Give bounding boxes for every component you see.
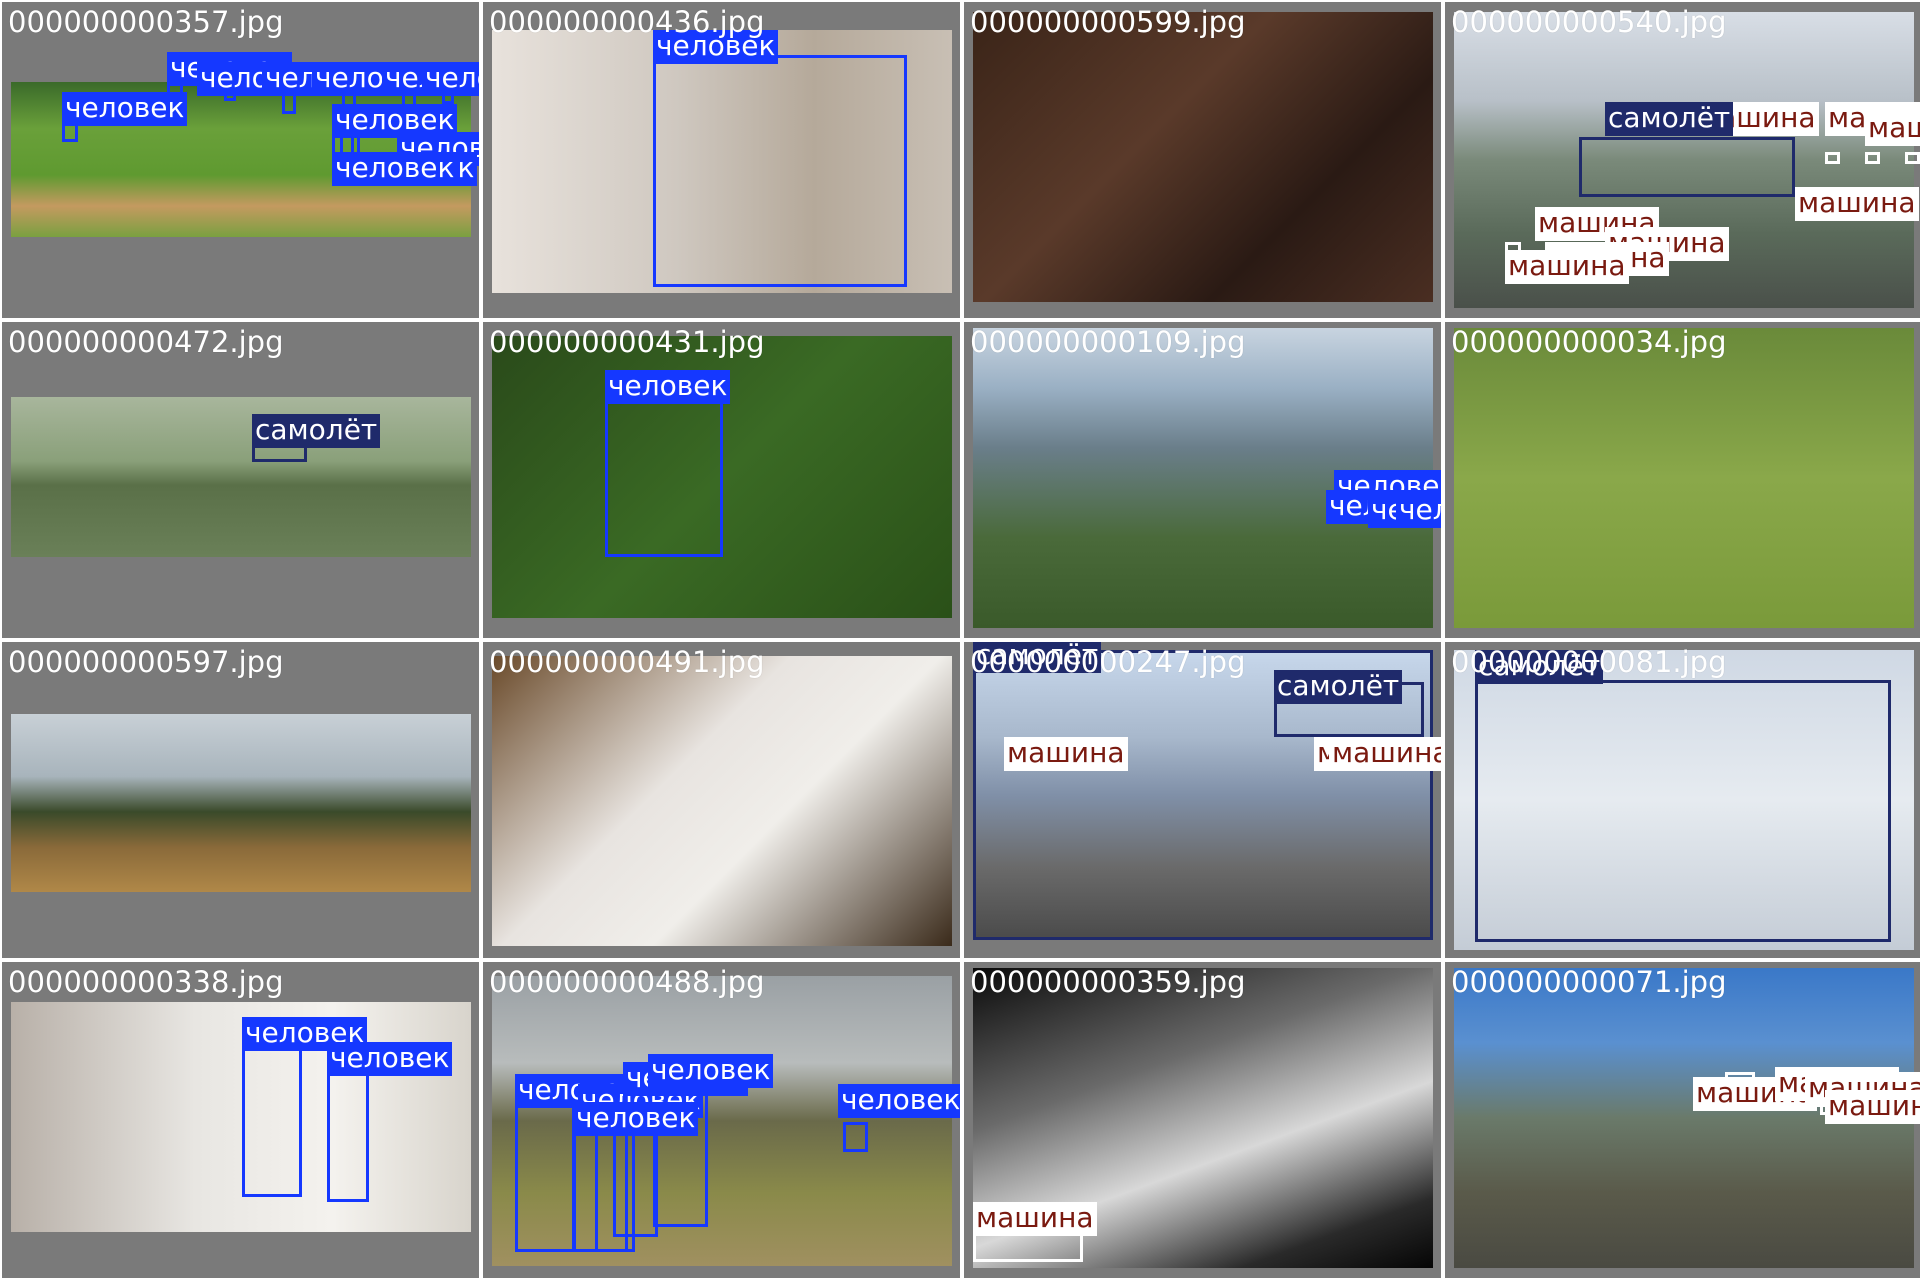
image-filename: 000000000357.jpg (8, 5, 284, 39)
bounding-box (973, 650, 1433, 940)
detection-label: машина (1825, 1090, 1920, 1124)
bounding-box (843, 1122, 868, 1152)
detection-label: человек (653, 30, 779, 64)
image-filename: 000000000338.jpg (8, 965, 284, 999)
bounding-box (515, 1102, 575, 1252)
bounding-box (1475, 680, 1891, 942)
detection-image (492, 976, 952, 1266)
result-tile: 000000000540.jpg машина самолёт машина машин… (1445, 2, 1920, 318)
result-tile: 000000000071.jpgмашинамашинамашинамашина (1445, 962, 1920, 1278)
image-filename: 000000000109.jpg (970, 325, 1246, 359)
image-filename: 000000000491.jpg (489, 645, 765, 679)
detection-label: машина (1505, 250, 1629, 284)
detection-label: самолёт (973, 642, 1102, 673)
detection-label: машина (1004, 737, 1128, 771)
result-tile: 000000000034.jpg (1445, 322, 1920, 638)
detection-label: человек (605, 370, 731, 404)
bounding-box (653, 55, 907, 287)
detection-image (973, 12, 1433, 302)
detection-label: человек (327, 1042, 453, 1076)
detection-image (492, 656, 952, 946)
bounding-box (605, 395, 723, 557)
result-tile: 000000000109.jpgчеловекчеловекчеловекчел… (964, 322, 1441, 638)
result-tile: 000000000472.jpg самолёт (2, 322, 479, 638)
image-filename: 000000000081.jpg (1451, 645, 1727, 679)
result-tile: 000000000357.jpg человек человек человек чел… (2, 2, 479, 318)
result-tile: 000000000431.jpg человек (483, 322, 960, 638)
result-tile: 000000000436.jpg человек (483, 2, 960, 318)
detection-label: человек (62, 92, 188, 126)
bounding-box (1825, 152, 1840, 164)
detection-image (492, 30, 952, 293)
detection-image (1454, 328, 1914, 628)
image-filename: 000000000599.jpg (970, 5, 1246, 39)
image-filename: 000000000540.jpg (1451, 5, 1727, 39)
bounding-box (327, 1062, 369, 1202)
image-filename: 000000000071.jpg (1451, 965, 1727, 999)
image-filename: 000000000488.jpg (489, 965, 765, 999)
image-filename: 000000000597.jpg (8, 645, 284, 679)
detection-image (11, 397, 471, 557)
detection-label: машина (1795, 187, 1919, 221)
detection-label: самолёт (1274, 670, 1403, 704)
bounding-box (1905, 152, 1920, 164)
image-filename: 000000000431.jpg (489, 325, 765, 359)
bounding-box (242, 1047, 302, 1197)
detection-label: человек (838, 1084, 960, 1118)
detection-label: человек (242, 1017, 368, 1051)
detection-image (11, 714, 471, 892)
bounding-box (973, 1232, 1083, 1262)
result-tile: 000000000247.jpg самолёт самолёт машина маши… (964, 642, 1441, 958)
image-filename: 000000000359.jpg (970, 965, 1246, 999)
image-filename: 000000000034.jpg (1451, 325, 1727, 359)
image-filename: 000000000472.jpg (8, 325, 284, 359)
detection-label: машина (1865, 112, 1920, 146)
detection-label: машина (973, 1202, 1097, 1236)
result-tile: 000000000491.jpg (483, 642, 960, 958)
detection-label: машина (1329, 737, 1441, 771)
bounding-box (1579, 137, 1795, 197)
detection-label: человек (422, 62, 479, 96)
result-tile: 000000000488.jpg человек человек человек чел… (483, 962, 960, 1278)
detection-label: человек (332, 152, 458, 186)
result-tile: 000000000599.jpg (964, 2, 1441, 318)
detection-label: человек (648, 1054, 774, 1088)
detection-image (11, 1002, 471, 1232)
result-tile: 000000000597.jpg (2, 642, 479, 958)
detection-image (1454, 650, 1914, 950)
image-filename: 000000000436.jpg (489, 5, 765, 39)
result-tile: 000000000338.jpg человек человек (2, 962, 479, 1278)
detection-label: самолёт (1475, 650, 1604, 684)
detection-label: человек (1396, 494, 1441, 528)
bounding-box (1865, 152, 1880, 164)
detection-label: самолёт (1605, 102, 1734, 136)
detection-label: человек (573, 1102, 699, 1136)
result-tile: 000000000359.jpg машина (964, 962, 1441, 1278)
detection-label: самолёт (252, 414, 381, 448)
result-tile: 000000000081.jpg самолёт (1445, 642, 1920, 958)
image-filename: 000000000247.jpg (970, 645, 1246, 679)
